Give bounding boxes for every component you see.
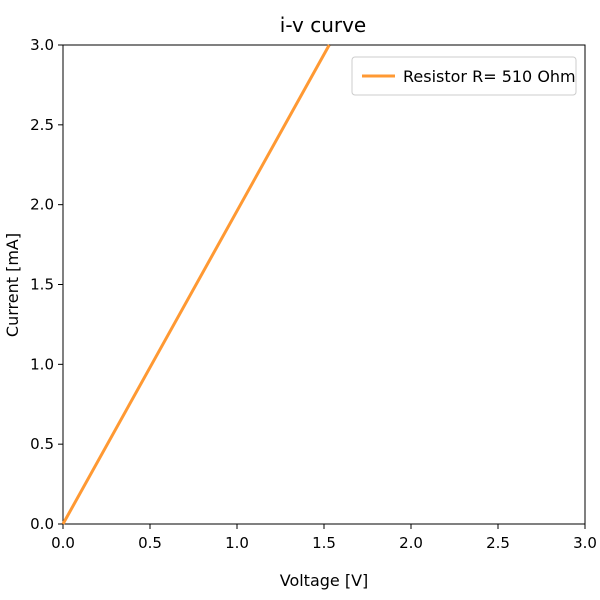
x-tick-label: 1.5 [312,534,336,552]
y-tick-label: 3.0 [30,36,54,54]
legend-label: Resistor R= 510 Ohm [403,67,576,86]
y-tick-label: 2.0 [30,196,54,214]
plot-frame [62,44,586,525]
x-tick-label: 2.0 [399,534,423,552]
plot-area [62,44,586,525]
y-tick-label: 1.5 [30,276,54,294]
chart-title: i-v curve [280,13,366,37]
x-axis-label: Voltage [V] [280,571,369,590]
y-tick-label: 1.0 [30,355,54,373]
x-tick-label: 3.0 [573,534,597,552]
legend: Resistor R= 510 Ohm [351,56,577,96]
x-axis: 0.0 0.5 1.0 1.5 2.0 2.5 3.0 [51,524,597,552]
y-tick-label: 0.0 [30,515,54,533]
x-tick-label: 0.5 [138,534,162,552]
x-tick-label: 1.0 [225,534,249,552]
legend-box [351,56,577,96]
x-tick-label: 0.0 [51,534,75,552]
series-layer [61,44,331,525]
series-line-0 [61,44,331,525]
y-axis: 0.0 0.5 1.0 1.5 2.0 2.5 3.0 [30,36,63,533]
x-tick-label: 2.5 [486,534,510,552]
y-tick-label: 2.5 [30,116,54,134]
y-tick-label: 0.5 [30,435,54,453]
y-axis-label: Current [mA] [3,233,22,337]
